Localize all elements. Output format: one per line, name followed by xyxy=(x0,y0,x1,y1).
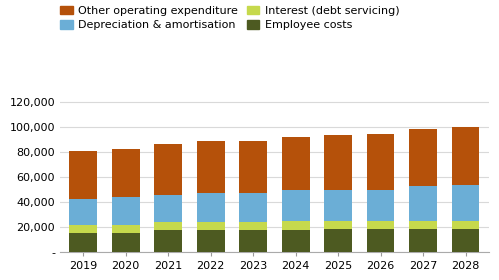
Bar xyxy=(69,225,97,233)
Bar xyxy=(112,233,140,252)
Bar xyxy=(69,199,97,225)
Bar xyxy=(409,229,437,252)
Bar xyxy=(240,230,267,252)
Bar xyxy=(367,134,395,190)
Bar xyxy=(282,221,309,230)
Bar xyxy=(154,230,182,252)
Bar xyxy=(409,221,437,229)
Bar xyxy=(452,229,480,252)
Bar xyxy=(324,190,352,221)
Bar xyxy=(324,229,352,252)
Bar xyxy=(282,190,309,221)
Bar xyxy=(197,230,225,252)
Bar xyxy=(367,190,395,221)
Bar xyxy=(409,186,437,221)
Bar xyxy=(282,230,309,252)
Legend: Other operating expenditure, Depreciation & amortisation, Interest (debt servici: Other operating expenditure, Depreciatio… xyxy=(60,6,399,30)
Bar xyxy=(240,141,267,193)
Bar xyxy=(154,195,182,222)
Bar xyxy=(367,221,395,229)
Bar xyxy=(197,193,225,222)
Bar xyxy=(452,221,480,229)
Bar xyxy=(69,151,97,199)
Bar xyxy=(112,149,140,197)
Bar xyxy=(197,222,225,230)
Bar xyxy=(112,225,140,233)
Bar xyxy=(409,129,437,186)
Bar xyxy=(112,197,140,225)
Bar xyxy=(240,193,267,222)
Bar xyxy=(367,229,395,252)
Bar xyxy=(197,141,225,193)
Bar xyxy=(452,185,480,221)
Bar xyxy=(154,222,182,230)
Bar xyxy=(324,221,352,229)
Bar xyxy=(452,127,480,185)
Bar xyxy=(69,233,97,252)
Bar xyxy=(282,137,309,190)
Bar xyxy=(240,222,267,230)
Bar xyxy=(154,144,182,195)
Bar xyxy=(324,135,352,190)
